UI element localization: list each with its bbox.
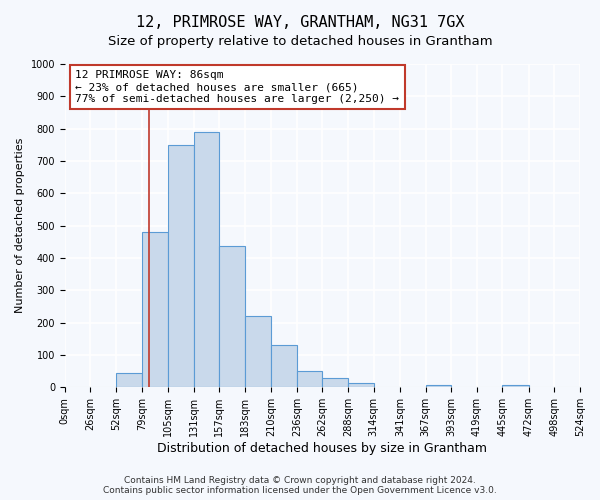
Bar (271, 346, 297, 388)
Text: Size of property relative to detached houses in Grantham: Size of property relative to detached ho… (107, 35, 493, 48)
X-axis label: Distribution of detached houses by size in Grantham: Distribution of detached houses by size … (157, 442, 487, 455)
Bar (194, 132, 219, 388)
Text: Contains HM Land Registry data © Crown copyright and database right 2024.
Contai: Contains HM Land Registry data © Crown c… (103, 476, 497, 495)
Bar (502, 385, 529, 388)
Text: 12 PRIMROSE WAY: 86sqm
← 23% of detached houses are smaller (665)
77% of semi-de: 12 PRIMROSE WAY: 86sqm ← 23% of detached… (75, 70, 399, 104)
Bar (322, 378, 348, 388)
Bar (168, 145, 194, 388)
Bar (425, 386, 451, 388)
Bar (116, 373, 142, 388)
Bar (219, 246, 245, 388)
Bar (297, 370, 322, 388)
Bar (245, 316, 271, 388)
Y-axis label: Number of detached properties: Number of detached properties (15, 138, 25, 314)
Text: 12, PRIMROSE WAY, GRANTHAM, NG31 7GX: 12, PRIMROSE WAY, GRANTHAM, NG31 7GX (136, 15, 464, 30)
Bar (348, 383, 374, 388)
Bar (142, 232, 168, 388)
